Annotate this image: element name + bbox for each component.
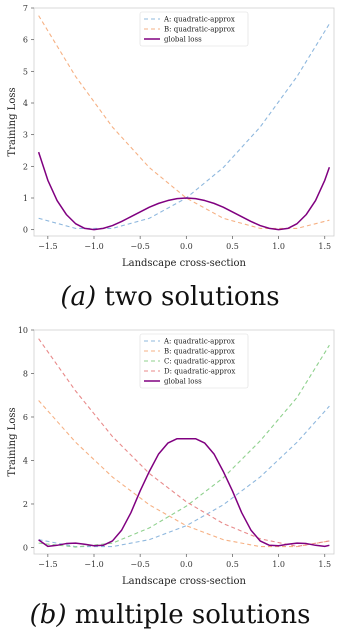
chart-panel-b: −1.5 −1.0 −0.5 0.0 0.5 1.0 1.5 0 2 4 6 8 10 Landscape… <box>7 326 335 587</box>
legend-label-B: B: quadratic-approx <box>164 26 235 34</box>
caption-a-label: (a) <box>60 282 97 312</box>
series-line-global <box>38 437 330 548</box>
plot-frame <box>33 7 335 237</box>
caption-a: (a) two solutions <box>0 282 340 312</box>
x-tick-label: −0.5 <box>130 242 149 251</box>
x-tick-label: 0.0 <box>180 242 193 251</box>
series-line-C <box>38 344 330 548</box>
series-line-B <box>38 15 330 229</box>
y-tick-label: 6 <box>23 413 28 422</box>
y-tick-label: 8 <box>23 369 28 378</box>
y-tick-label: 7 <box>23 4 28 13</box>
y-tick-label: 4 <box>23 99 28 108</box>
series-line-B <box>38 400 330 548</box>
x-tick-label: −0.5 <box>130 560 149 569</box>
x-tick-label: 0.5 <box>226 242 239 251</box>
x-tick-label: −1.5 <box>38 560 57 569</box>
x-tick-label: −1.0 <box>84 560 103 569</box>
x-tick-label: 1.5 <box>318 242 331 251</box>
series-line-D <box>38 338 330 547</box>
y-tick-label: 1 <box>23 194 28 203</box>
x-tick-label: −1.5 <box>38 242 57 251</box>
legend-label-D: D: quadratic-approx <box>164 368 235 376</box>
x-tick-label: −1.0 <box>84 242 103 251</box>
x-axis-label: Landscape cross-section <box>122 576 247 587</box>
caption-a-text: two solutions <box>96 282 280 312</box>
legend-label-global: global loss <box>164 36 202 44</box>
legend-label-C: C: quadratic-approx <box>164 358 235 366</box>
legend-box <box>139 333 249 389</box>
y-tick-label: 2 <box>23 500 28 509</box>
y-tick-label: 5 <box>23 67 28 76</box>
caption-b: (b) multiple solutions <box>0 600 340 630</box>
y-tick-label: 4 <box>23 456 28 465</box>
x-axis-label: Landscape cross-section <box>122 258 247 269</box>
series-line-global <box>37 151 331 231</box>
plot-frame <box>33 329 335 555</box>
y-tick-label: 3 <box>23 131 28 140</box>
y-tick-label: 2 <box>23 162 28 171</box>
series-line-A <box>38 405 330 548</box>
x-tick-label: 1.0 <box>272 560 285 569</box>
y-tick-label: 6 <box>23 36 28 45</box>
x-tick-label: 1.5 <box>318 560 331 569</box>
y-tick-label: 10 <box>18 326 28 335</box>
x-tick-label: 1.0 <box>272 242 285 251</box>
y-axis-label: Training Loss <box>7 407 18 476</box>
legend-box <box>139 11 249 47</box>
y-axis-label: Training Loss <box>7 87 18 156</box>
y-tick-label: 0 <box>23 543 28 552</box>
chart-panel-a: −1.5 −1.0 −0.5 0.0 0.5 1.0 1.5 0 1 2 3 4 5 6 7 Landscap… <box>7 4 335 269</box>
y-tick-label: 0 <box>23 226 28 235</box>
x-tick-label: 0.5 <box>226 560 239 569</box>
caption-b-label: (b) <box>29 600 67 630</box>
legend-label-B: B: quadratic-approx <box>164 348 235 356</box>
x-tick-label: 0.0 <box>180 560 193 569</box>
legend-label-A: A: quadratic-approx <box>163 338 235 346</box>
legend-label-A: A: quadratic-approx <box>163 16 235 24</box>
legend-label-global: global loss <box>164 378 202 386</box>
caption-b-text: multiple solutions <box>66 600 311 630</box>
